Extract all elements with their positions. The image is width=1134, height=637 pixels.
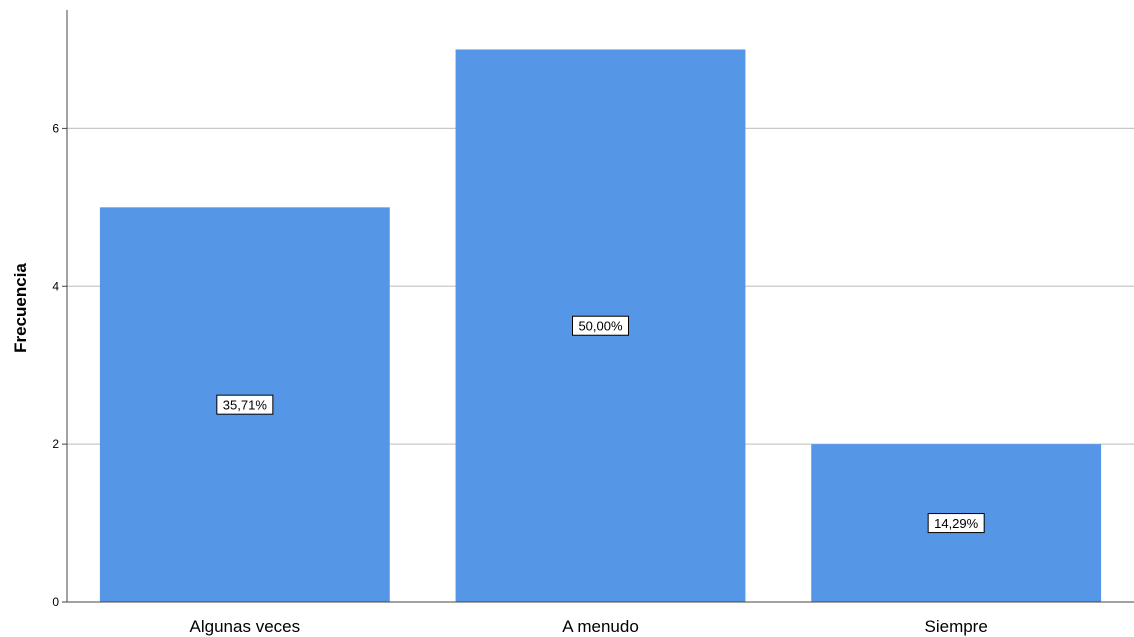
data-label: 14,29% [927,513,985,534]
data-label-text: 50,00% [578,319,623,334]
x-category-label: Algunas veces [190,617,301,636]
y-tick-label: 0 [52,595,59,609]
data-label-box [216,394,274,415]
x-category-label: Siempre [925,617,988,636]
x-category-label: A menudo [562,617,639,636]
axes [62,10,1134,603]
data-label-text: 35,71% [223,398,268,413]
data-label: 35,71% [216,394,274,415]
y-tick-label: 2 [52,437,59,451]
data-label-box [572,315,629,336]
y-axis-title: Frecuencia [11,263,30,353]
y-tick-label: 4 [52,279,59,293]
data-label-box [927,513,985,534]
y-tick-label: 6 [52,121,59,135]
data-label-text: 14,29% [934,516,979,531]
labels: 0 2 4 6 35,71% Algunas veces 50,00% A menudo 14,… [52,121,988,636]
data-label: 50,00% [572,315,629,336]
